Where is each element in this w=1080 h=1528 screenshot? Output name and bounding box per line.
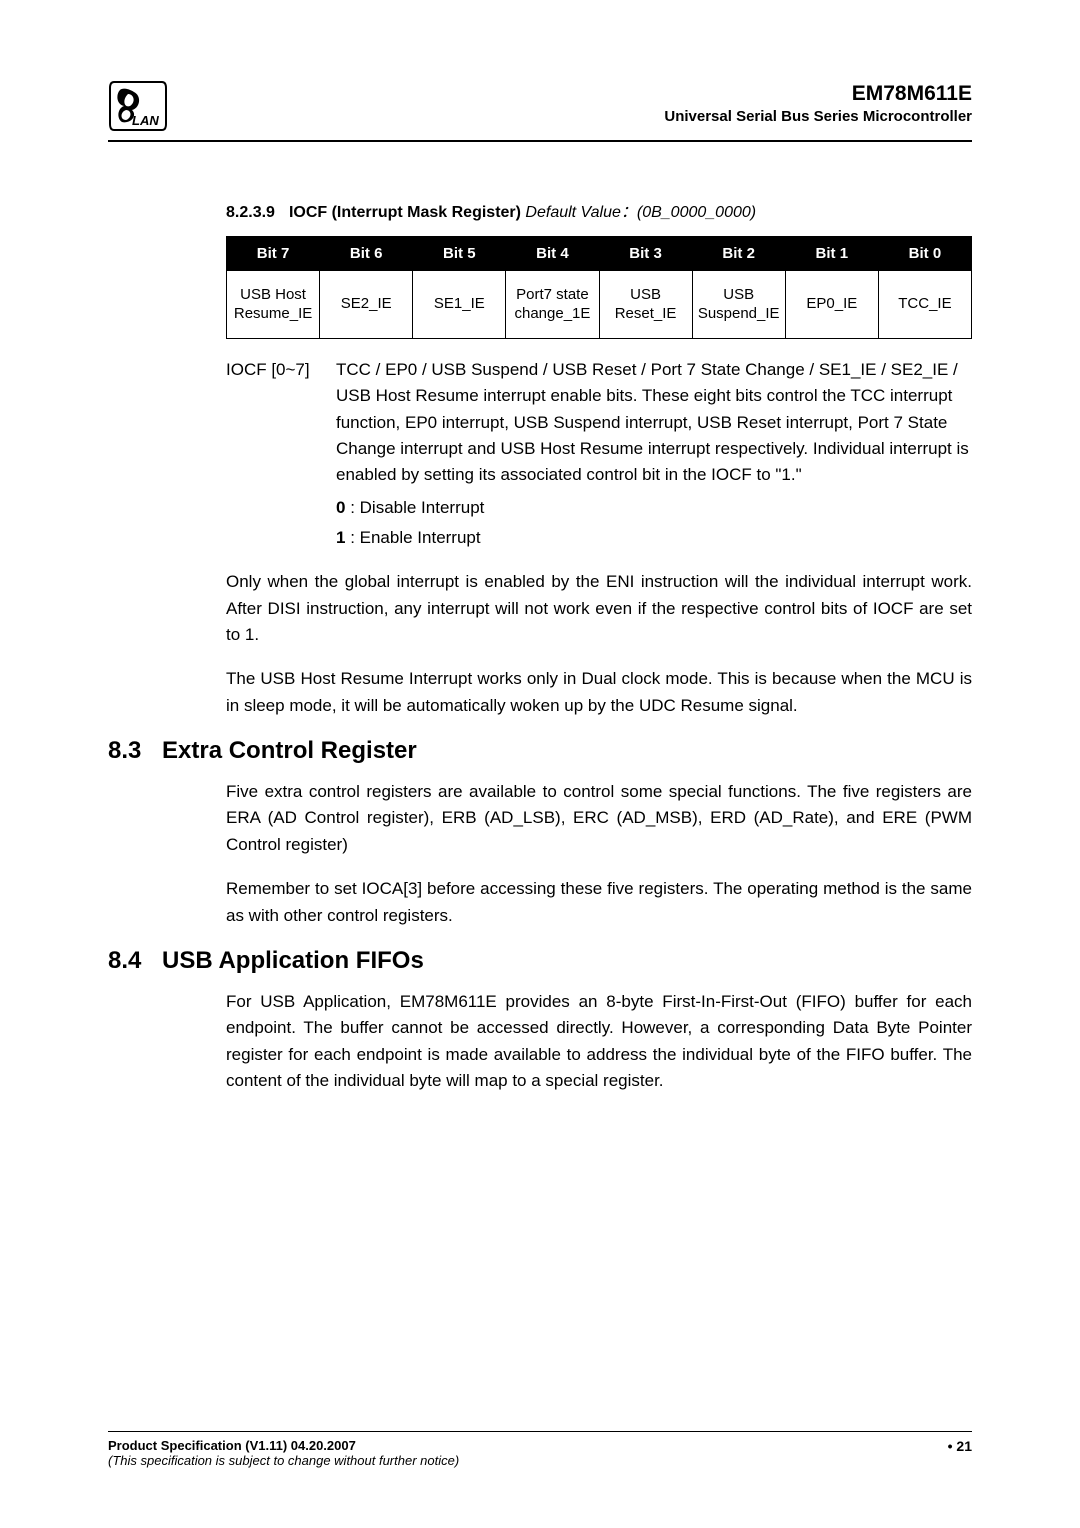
table-cell: USB Suspend_IE bbox=[692, 271, 785, 339]
footer-spec-title: Product Specification (V1.11) 04.20.2007 bbox=[108, 1438, 356, 1453]
paragraph: Only when the global interrupt is enable… bbox=[226, 569, 972, 648]
section-heading-84: 8.4 USB Application FIFOs bbox=[108, 947, 972, 975]
table-header: Bit 0 bbox=[878, 237, 971, 271]
table-header: Bit 7 bbox=[227, 237, 320, 271]
default-value: Default Value：(0B_0000_0000) bbox=[521, 204, 756, 221]
elan-logo: LAN bbox=[108, 80, 168, 137]
section-title: USB Application FIFOs bbox=[162, 947, 424, 975]
paragraph: For USB Application, EM78M611E provides … bbox=[226, 989, 972, 1094]
footer-note: (This specification is subject to change… bbox=[108, 1453, 459, 1468]
paragraph: The USB Host Resume Interrupt works only… bbox=[226, 666, 972, 719]
section-number: 8.3 bbox=[108, 737, 162, 765]
iocf-bit-table: Bit 7 Bit 6 Bit 5 Bit 4 Bit 3 Bit 2 Bit … bbox=[226, 236, 972, 339]
table-header: Bit 5 bbox=[413, 237, 506, 271]
svg-text:LAN: LAN bbox=[132, 113, 159, 128]
table-cell: USB Host Resume_IE bbox=[227, 271, 320, 339]
section-heading-83: 8.3 Extra Control Register bbox=[108, 737, 972, 765]
section-number: 8.4 bbox=[108, 947, 162, 975]
product-name: EM78M611E bbox=[108, 82, 972, 106]
table-cell: USB Reset_IE bbox=[599, 271, 692, 339]
product-subtitle: Universal Serial Bus Series Microcontrol… bbox=[108, 108, 972, 125]
page-number: • 21 bbox=[948, 1438, 972, 1468]
table-header: Bit 3 bbox=[599, 237, 692, 271]
desc-text: TCC / EP0 / USB Suspend / USB Reset / Po… bbox=[336, 357, 972, 489]
desc-label: IOCF [0~7] bbox=[226, 357, 336, 489]
table-header: Bit 4 bbox=[506, 237, 599, 271]
table-cell: SE2_IE bbox=[320, 271, 413, 339]
section-number: 8.2.3.9 bbox=[226, 204, 275, 222]
section-title: Extra Control Register bbox=[162, 737, 417, 765]
page-header: LAN EM78M611E Universal Serial Bus Serie… bbox=[108, 82, 972, 142]
paragraph: Remember to set IOCA[3] before accessing… bbox=[226, 876, 972, 929]
option-1: 1 : Enable Interrupt bbox=[336, 525, 972, 551]
table-header: Bit 2 bbox=[692, 237, 785, 271]
section-title: IOCF (Interrupt Mask Register) bbox=[289, 204, 521, 221]
option-0: 0 : Disable Interrupt bbox=[336, 495, 972, 521]
table-header: Bit 6 bbox=[320, 237, 413, 271]
table-header: Bit 1 bbox=[785, 237, 878, 271]
iocf-description: IOCF [0~7] TCC / EP0 / USB Suspend / USB… bbox=[226, 357, 972, 551]
section-heading-8239: 8.2.3.9 IOCF (Interrupt Mask Register) De… bbox=[226, 198, 972, 222]
table-cell: TCC_IE bbox=[878, 271, 971, 339]
page-footer: Product Specification (V1.11) 04.20.2007… bbox=[108, 1431, 972, 1468]
table-cell: EP0_IE bbox=[785, 271, 878, 339]
paragraph: Five extra control registers are availab… bbox=[226, 779, 972, 858]
table-cell: Port7 state change_1E bbox=[506, 271, 599, 339]
table-cell: SE1_IE bbox=[413, 271, 506, 339]
